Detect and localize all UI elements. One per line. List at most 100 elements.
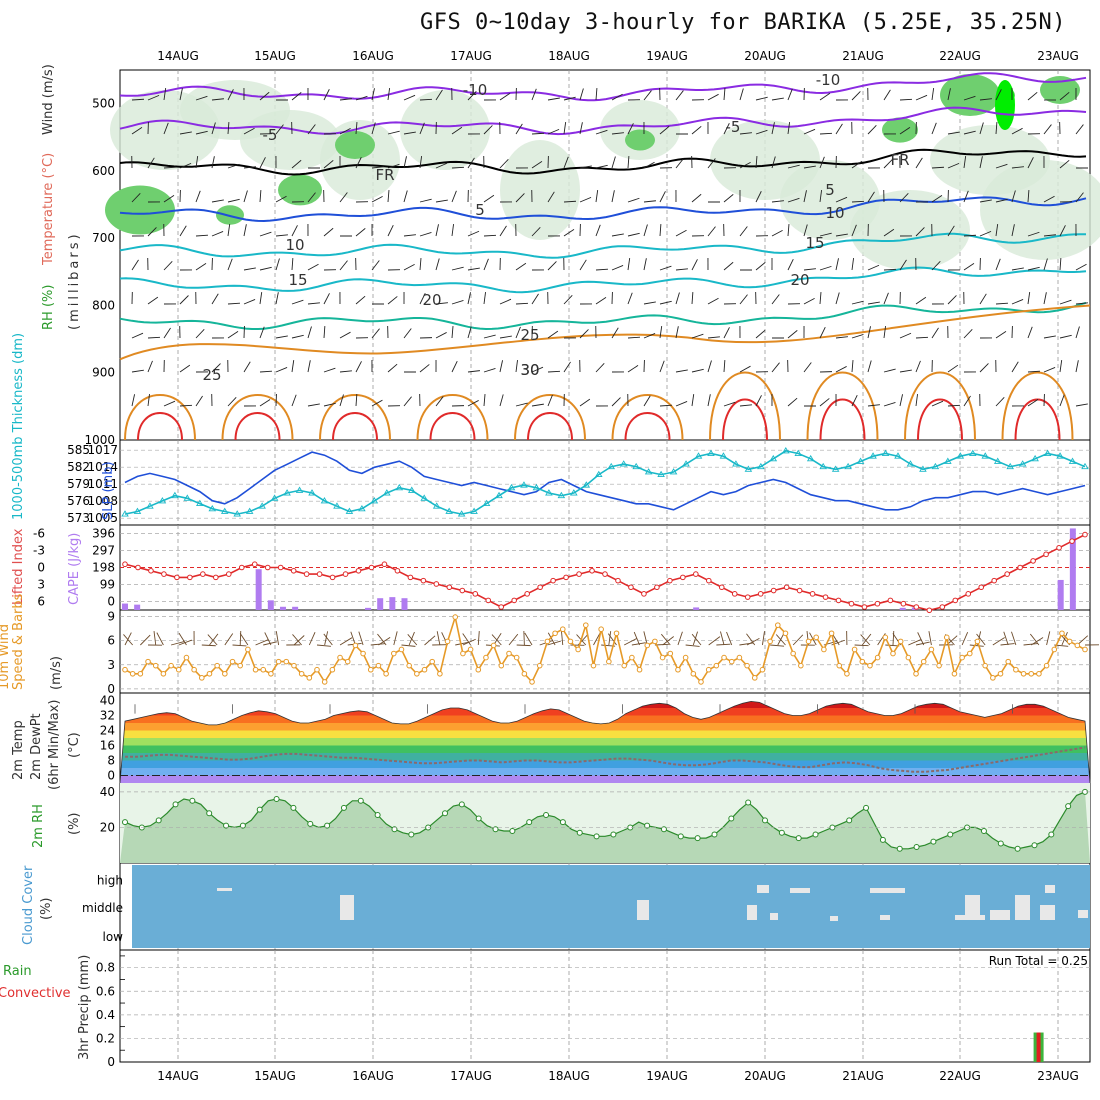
lifted-index-line-marker [563,574,569,581]
slp-line-marker [619,460,628,467]
wind-barb [435,302,448,305]
date-label-bottom: 23AUG [1037,1069,1079,1083]
wind-barb [131,193,141,203]
isotherm-loop [124,394,196,441]
thickness-tick-label: 579 [67,477,90,491]
wind-barb [1027,231,1040,237]
wind-speed-line-marker [1059,630,1065,637]
lifted-index-line-marker [1069,538,1075,544]
wind-barb [723,359,726,373]
rh-marker [458,801,465,808]
cape-bar [377,598,384,610]
date-label-top: 17AUG [450,49,492,63]
wind-speed-line-marker [1066,638,1073,645]
wind-barb [387,363,398,373]
wind-speed-line-marker [982,662,988,669]
wind-barb [403,131,416,135]
cape-tick-label: 198 [92,561,115,575]
wind-barb [931,327,939,339]
wind-barb-10m [1029,633,1040,646]
wind-barb [531,132,545,135]
lifted-index-line-marker [770,587,777,594]
wind-barb [723,194,734,203]
wind-barb [771,200,784,203]
wind-barb [403,328,412,339]
slp-line-marker [894,452,902,459]
wind-barb [371,260,380,271]
slp-line-marker [669,468,678,475]
wind-speed-line-marker [1074,642,1081,649]
wind-speed-line-marker [1013,666,1019,673]
wind-barb-10m [293,635,305,646]
slp-line-marker [208,504,217,512]
wind-barb [179,364,191,373]
wind-barb [995,331,1007,339]
wind-barb [819,232,832,237]
cloud-gap [870,888,905,893]
ylabel-wind-units: (m/s) [49,656,64,690]
wind-barb-10m [264,632,272,646]
slp-line-marker [831,465,840,472]
wind-barb [227,302,241,305]
wind-barb [403,156,407,169]
wind-barb [291,334,304,339]
slp-tick-label: 1011 [87,477,118,491]
panel-frame-thick [119,439,1091,526]
wind-barb [1043,124,1052,135]
wind-barb [531,160,543,169]
wind-barb [339,370,352,373]
wind-speed-line-marker [298,670,305,677]
date-label-top: 19AUG [646,49,688,63]
wind-barb [659,265,672,271]
ylabel-thickness: 1000-500mb Thickness (dm) [11,333,26,520]
precip-tick-label: 0.4 [96,1008,115,1022]
lifted-index-line-marker [394,567,401,574]
wind-speed-line-marker [920,658,927,665]
cloud-gap [880,915,890,920]
lifted-index-line-marker [187,574,193,581]
slp-line-marker [856,457,865,464]
wind-barb [307,192,316,203]
rh-marker [408,831,415,838]
wind-barb-10m [561,631,564,646]
ylabel-wind: Wind (m/s) [41,64,56,135]
lifted-index-line-marker [251,561,258,568]
wind-barb [419,293,426,305]
lifted-index-line-marker [1082,531,1088,538]
wind-barb [675,292,680,305]
wind-barb [1011,267,1024,271]
wind-barb [147,360,153,373]
wind-speed-line-marker [152,662,159,669]
cloud-gap [965,895,980,920]
cape-bar [255,569,262,610]
wind-speed-line-marker [636,666,643,673]
lifted-index-line-marker [459,587,466,594]
lifted-index-line-marker [757,591,764,597]
wind-barb-10m [491,634,502,646]
wind-barb [867,404,880,407]
wind-barb [1075,263,1087,271]
cloud-gap [1078,910,1088,918]
wind-barb [627,292,633,305]
wind-speed-line-marker [713,662,720,669]
isotherm-loop [137,412,183,441]
wind-speed-line-marker [398,646,405,653]
wind-barb [899,394,903,407]
wind-barb [915,360,921,373]
wind-barb [211,122,216,135]
lifted-index-line-marker [680,574,686,581]
wind-barb-10m [623,638,637,646]
slp-line-marker [993,457,1002,464]
wind-barb [131,126,143,135]
wind-barb [403,234,416,237]
slp-line-marker [1056,452,1064,459]
lifted-index-line-marker [861,604,868,610]
cloud-cover-area [132,865,1090,948]
slp-line-marker [981,452,990,459]
ylabel-precip-total: Total / Rain [0,964,32,979]
wind-barb [131,259,139,271]
lifted-index-line-marker [161,571,167,577]
wind-barb-10m [462,633,471,646]
wind-barb [611,397,621,407]
cape-bar [389,597,396,610]
